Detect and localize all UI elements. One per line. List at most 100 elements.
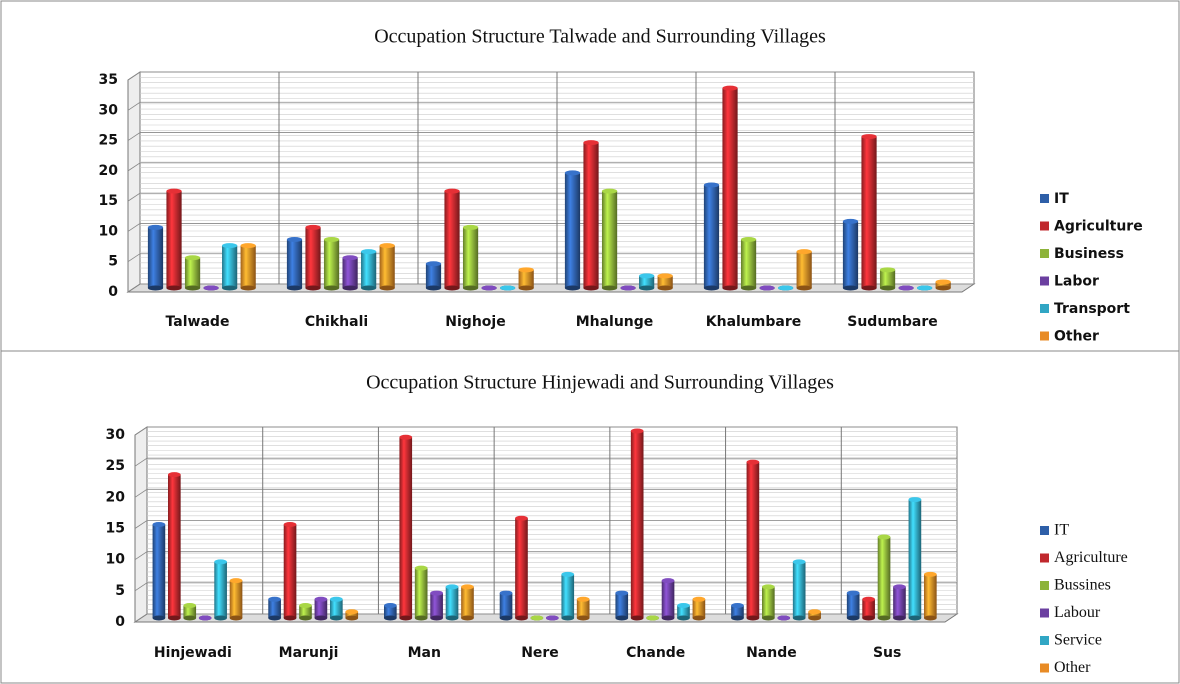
- bar-cap: [222, 243, 238, 249]
- bar-body: [268, 599, 281, 618]
- bar-base: [677, 615, 690, 621]
- bar-body: [425, 263, 442, 288]
- legend-swatch: [1040, 276, 1049, 286]
- bar-body: [184, 257, 201, 288]
- bar: [299, 603, 312, 621]
- bar: [286, 237, 303, 291]
- bar-cap: [777, 615, 791, 621]
- bar: [924, 571, 937, 621]
- bar-base: [630, 615, 644, 621]
- bar-cap: [846, 590, 860, 596]
- x-tick-label: Nighoje: [445, 314, 505, 330]
- bar-cap: [862, 596, 875, 602]
- bar: [576, 596, 590, 621]
- bar-cap: [657, 273, 673, 279]
- bar-base: [399, 615, 413, 621]
- bar-body: [330, 599, 343, 618]
- bar: [908, 497, 922, 621]
- bar: [657, 273, 673, 291]
- bar-base: [924, 615, 937, 621]
- bar-base: [425, 285, 442, 291]
- bar-cap: [198, 615, 212, 621]
- bar-cap: [583, 140, 599, 146]
- bar-cap: [703, 182, 720, 188]
- bar: [546, 615, 559, 621]
- bar-base: [268, 615, 281, 621]
- bar-body: [564, 172, 581, 288]
- bar: [222, 243, 238, 291]
- bar-base: [692, 615, 706, 621]
- bar-cap: [305, 224, 321, 230]
- bar: [168, 472, 181, 621]
- bar: [759, 285, 775, 291]
- bar: [917, 285, 933, 291]
- bar: [499, 590, 513, 621]
- bar-base: [379, 285, 395, 291]
- bar-base: [615, 615, 629, 621]
- bar-body: [740, 239, 757, 288]
- x-tick-label: Mhalunge: [576, 314, 654, 330]
- bar-body: [430, 593, 443, 618]
- bar: [630, 428, 644, 621]
- bar-body: [283, 524, 297, 618]
- bar: [792, 559, 806, 621]
- bar-body: [879, 269, 896, 288]
- bar-cap: [268, 596, 281, 602]
- bar-cap: [240, 243, 256, 249]
- bar-base: [147, 285, 164, 291]
- bar-cap: [147, 224, 164, 230]
- bar: [842, 218, 859, 291]
- bar: [620, 285, 636, 291]
- bar-base: [601, 285, 618, 291]
- bar-base: [342, 285, 358, 291]
- bar-cap: [661, 578, 675, 584]
- bar-cap: [379, 243, 395, 249]
- bar-body: [615, 593, 629, 618]
- legend-swatch: [1040, 194, 1049, 203]
- legend-swatch: [1040, 304, 1049, 313]
- bar-body: [515, 518, 528, 618]
- bar: [425, 261, 442, 291]
- bar: [444, 188, 460, 291]
- bar: [214, 559, 227, 621]
- bar: [583, 140, 599, 291]
- bar-cap: [445, 584, 459, 590]
- bar: [777, 615, 791, 621]
- bar-body: [462, 227, 479, 288]
- bar: [898, 285, 914, 291]
- bar: [561, 571, 575, 621]
- plot-floor: [133, 613, 959, 623]
- legend-swatch: [1040, 331, 1049, 341]
- bar-body: [862, 599, 875, 618]
- bar-cap: [893, 584, 906, 590]
- bar-cap: [361, 249, 377, 255]
- legend-swatch: [1040, 581, 1049, 590]
- bar: [861, 134, 877, 291]
- panel-border: [0, 350, 1180, 684]
- bar-base: [862, 615, 875, 621]
- bar: [661, 578, 675, 621]
- bar-cap: [430, 590, 443, 596]
- bar-cap: [646, 615, 659, 621]
- bar-base: [564, 285, 581, 291]
- bar-base: [846, 615, 860, 621]
- bar-body: [657, 275, 673, 288]
- y-tick-label: 0: [108, 284, 118, 300]
- bar-base: [152, 615, 166, 621]
- bar-base: [168, 615, 181, 621]
- bar-body: [630, 431, 644, 618]
- bar-base: [183, 615, 197, 621]
- y-tick-label: 10: [106, 552, 126, 568]
- x-tick-label: Sudumbare: [847, 314, 938, 330]
- bar-base: [703, 285, 720, 291]
- legend-label: IT: [1054, 191, 1069, 207]
- bar-body: [345, 611, 359, 618]
- bar-cap: [792, 559, 806, 565]
- y-tick-label: 5: [108, 254, 118, 270]
- bar-cap: [345, 609, 359, 615]
- bar-cap: [731, 603, 744, 609]
- bar: [461, 584, 474, 621]
- bar-base: [722, 285, 738, 291]
- bar-body: [361, 251, 377, 288]
